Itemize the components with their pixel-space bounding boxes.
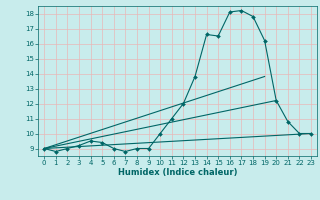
X-axis label: Humidex (Indice chaleur): Humidex (Indice chaleur) <box>118 168 237 177</box>
